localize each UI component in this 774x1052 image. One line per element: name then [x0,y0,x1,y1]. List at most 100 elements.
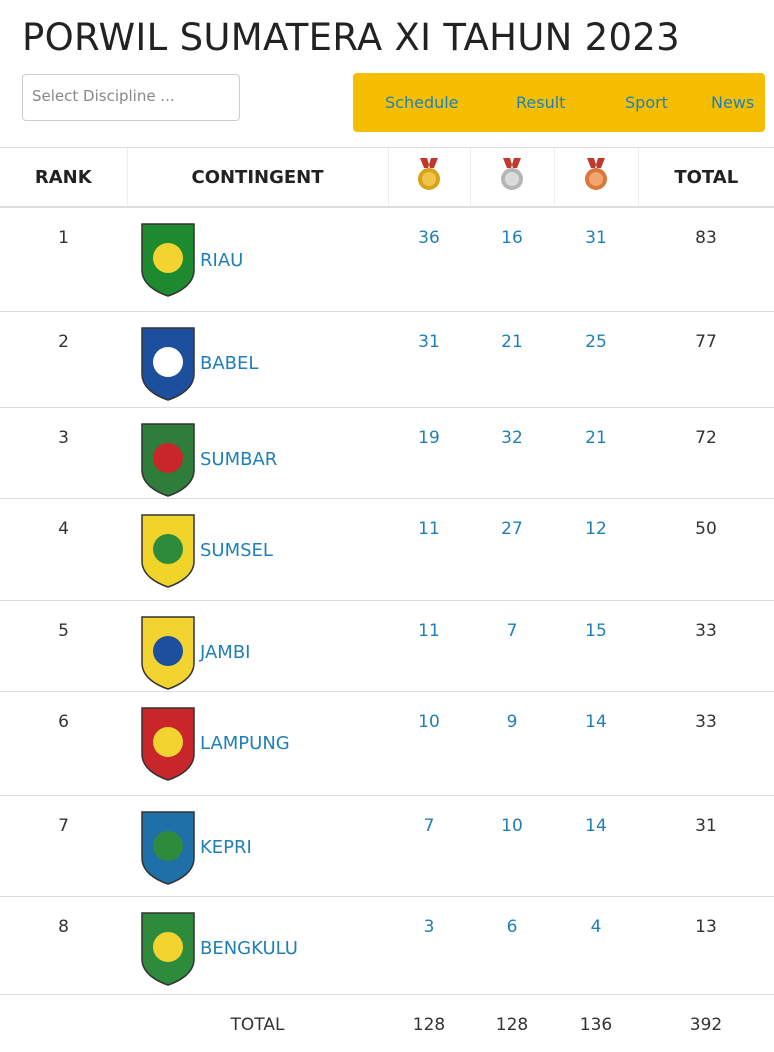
contingent: KEPRI [127,796,388,886]
emblem [141,422,195,497]
contingent-name[interactable]: BABEL [200,353,259,374]
footer-gold: 128 [388,993,470,1052]
emblem [141,810,195,885]
table-row: 6 LAMPUNG 10 9 14 33 [0,690,774,795]
silver-count: 6 [470,895,554,994]
emblem [141,615,195,690]
silver-count: 32 [470,406,554,498]
page-title: PORWIL SUMATERA XI TAHUN 2023 [22,16,680,59]
contingent: BENGKULU [127,897,388,987]
nav-link[interactable]: Sport [625,93,668,112]
contingent-cell: BENGKULU [127,895,388,994]
contingent-name[interactable]: RIAU [200,249,244,271]
empty-cell [0,993,127,1052]
bronze-count: 12 [554,497,638,600]
rank-cell: 1 [0,206,127,311]
contingent-cell: BABEL [127,310,388,407]
total-count: 50 [638,497,774,600]
contingent-cell: JAMBI [127,599,388,691]
gold-count: 10 [388,690,470,795]
nav-bar: Schedule Result Sport News [353,73,765,132]
contingent-cell: SUMSEL [127,497,388,600]
silver-count: 10 [470,794,554,896]
footer-row: TOTAL 128 128 136 392 [0,993,774,1052]
rank-cell: 5 [0,599,127,691]
table-row: 5 JAMBI 11 7 15 33 [0,599,774,691]
table-row: 7 KEPRI 7 10 14 31 [0,794,774,896]
column-header: RANK [0,147,127,208]
contingent-cell: LAMPUNG [127,690,388,795]
medal-icon [501,157,523,190]
gold-count: 31 [388,310,470,407]
footer-bronze: 136 [554,993,638,1052]
footer-total: 392 [638,993,774,1052]
bronze-icon [553,147,638,208]
contingent-name[interactable]: LAMPUNG [200,733,290,754]
total-count: 83 [638,206,774,311]
silver-count: 21 [470,310,554,407]
emblem [141,911,195,986]
bronze-count: 14 [554,690,638,795]
contingent-name[interactable]: KEPRI [200,837,252,858]
contingent-name[interactable]: SUMSEL [200,540,273,561]
silver-count: 9 [470,690,554,795]
contingent: LAMPUNG [127,692,388,782]
footer-label: TOTAL [127,993,388,1052]
contingent-name[interactable]: BENGKULU [200,938,298,959]
nav-link[interactable]: News [711,93,755,112]
nav-link[interactable]: Result [516,93,566,112]
emblem [141,326,195,401]
rank-cell: 7 [0,794,127,896]
rank-cell: 3 [0,406,127,498]
gold-count: 36 [388,206,470,311]
rank-cell: 6 [0,690,127,795]
bronze-count: 4 [554,895,638,994]
gold-count: 11 [388,497,470,600]
medal-table: RANK CONTINGENT TOTAL 1 RIAU 36 16 31 83 2 BABE… [0,147,774,1052]
table-row: 3 SUMBAR 19 32 21 72 [0,406,774,498]
header-row: RANK CONTINGENT TOTAL [0,147,774,208]
column-header: TOTAL [637,147,774,208]
total-count: 33 [638,690,774,795]
gold-count: 19 [388,406,470,498]
bronze-count: 14 [554,794,638,896]
total-count: 33 [638,599,774,691]
silver-count: 27 [470,497,554,600]
contingent-cell: SUMBAR [127,406,388,498]
emblem [141,223,195,297]
gold-count: 11 [388,599,470,691]
rank-cell: 2 [0,310,127,407]
nav-link[interactable]: Schedule [385,93,459,112]
contingent: JAMBI [127,601,388,691]
discipline-select[interactable]: Select Discipline ... [22,74,240,121]
emblem [141,706,195,781]
bronze-count: 15 [554,599,638,691]
contingent-name[interactable]: SUMBAR [200,449,278,470]
silver-icon [469,147,554,208]
total-count: 31 [638,794,774,896]
medal-icon [585,157,607,190]
medal-icon [418,157,440,190]
contingent: BABEL [127,312,388,402]
total-count: 77 [638,310,774,407]
contingent-cell: RIAU [127,206,388,311]
rank-cell: 4 [0,497,127,600]
bronze-count: 31 [554,206,638,311]
silver-count: 7 [470,599,554,691]
bronze-count: 21 [554,406,638,498]
contingent: SUMBAR [127,408,388,498]
contingent-name[interactable]: JAMBI [200,642,251,663]
total-count: 13 [638,895,774,994]
footer-silver: 128 [470,993,554,1052]
gold-count: 3 [388,895,470,994]
emblem [141,513,195,588]
column-header: CONTINGENT [126,147,388,208]
contingent: RIAU [127,208,388,298]
table-row: 4 SUMSEL 11 27 12 50 [0,497,774,600]
table-row: 1 RIAU 36 16 31 83 [0,206,774,311]
gold-count: 7 [388,794,470,896]
rank-cell: 8 [0,895,127,994]
table-row: 8 BENGKULU 3 6 4 13 [0,895,774,994]
silver-count: 16 [470,206,554,311]
